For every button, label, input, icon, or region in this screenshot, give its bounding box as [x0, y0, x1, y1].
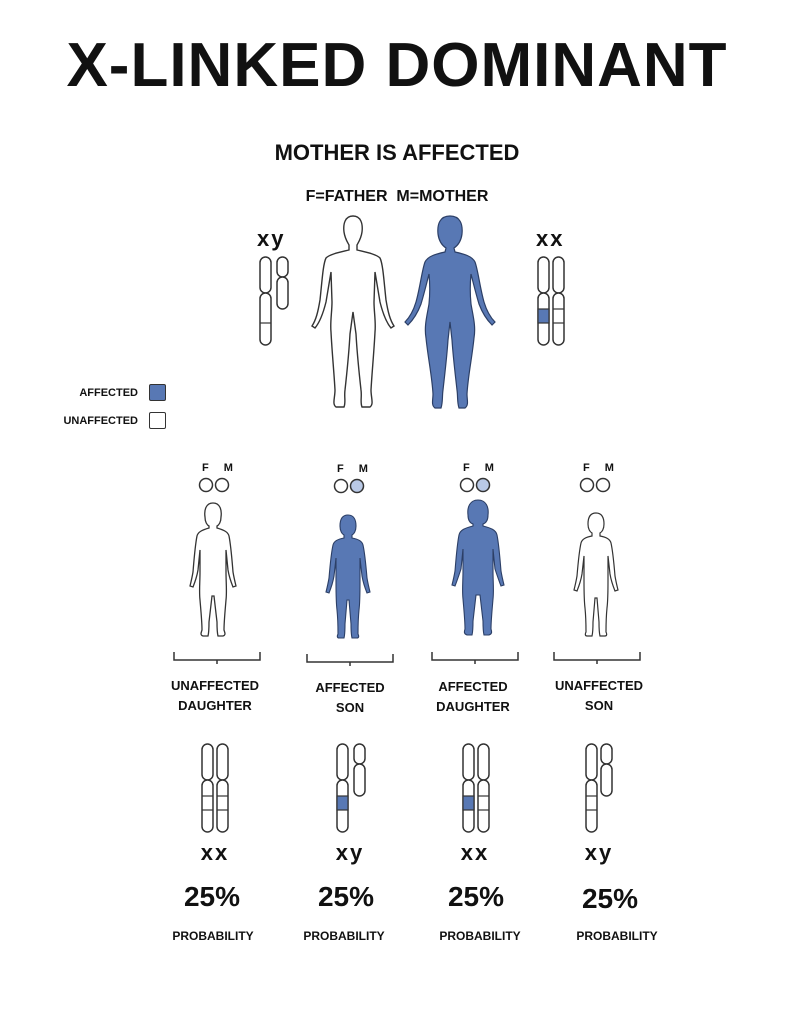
son-figure	[325, 514, 371, 639]
legend-affected-swatch	[149, 384, 166, 401]
child-label-line1: AFFECTED	[315, 680, 385, 695]
parents-label: F=FATHER M=MOTHER	[305, 188, 489, 205]
child-chromosomes	[462, 743, 490, 833]
bracket	[173, 652, 261, 664]
parent-allele-circles	[333, 478, 365, 494]
daughter-figure	[189, 502, 237, 637]
fm-label: F M	[337, 463, 374, 475]
child-chromosome-label: xx	[200, 840, 230, 865]
child-chromosomes	[201, 743, 229, 833]
legend-unaffected-label: UNAFFECTED	[63, 415, 138, 427]
child-chromosome-label: xy	[584, 840, 614, 865]
probability-percent: 25%	[581, 883, 639, 914]
child-chromosomes	[336, 743, 366, 833]
page-title: X-LINKED DOMINANT	[66, 31, 728, 100]
fm-label: F M	[463, 462, 500, 474]
child-label-line2: DAUGHTER	[436, 699, 510, 714]
father-figure	[311, 215, 395, 408]
parent-allele-circles	[579, 477, 611, 493]
son-figure	[573, 512, 619, 637]
child-chromosome-label: xx	[460, 840, 490, 865]
fm-label: F M	[202, 462, 239, 474]
parent-allele-circles	[198, 477, 230, 493]
mother-figure	[404, 215, 496, 409]
parent-allele-circles	[459, 477, 491, 493]
bracket	[431, 652, 519, 664]
bracket	[553, 652, 641, 664]
child-chromosomes	[585, 743, 613, 833]
child-label: UNAFFECTED SON	[539, 676, 659, 716]
probability-label: PROBABILITY	[303, 929, 385, 943]
mother-chromosome-label: xx	[536, 226, 565, 251]
child-label-line2: SON	[335, 700, 365, 715]
probability-percent: 25%	[447, 881, 505, 912]
daughter-figure	[451, 499, 505, 636]
child-label-line1: AFFECTED	[438, 679, 508, 694]
child-label-line2: SON	[584, 698, 614, 713]
probability-label: PROBABILITY	[172, 929, 254, 943]
legend-unaffected-swatch	[149, 412, 166, 429]
child-label-line1: UNAFFECTED	[554, 678, 644, 693]
father-chromosomes	[259, 256, 289, 346]
child-chromosome-label: xy	[335, 840, 365, 865]
bracket	[306, 654, 394, 666]
probability-percent: 25%	[183, 881, 241, 912]
probability-label: PROBABILITY	[576, 929, 658, 943]
child-label: AFFECTED DAUGHTER	[413, 677, 533, 717]
probability-label: PROBABILITY	[439, 929, 521, 943]
subtitle: MOTHER IS AFFECTED	[274, 140, 520, 165]
child-label: AFFECTED SON	[290, 678, 410, 718]
fm-label: F M	[583, 462, 620, 474]
legend-affected-label: AFFECTED	[79, 387, 138, 399]
child-label: UNAFFECTED DAUGHTER	[155, 676, 275, 716]
child-label-line1: UNAFFECTED	[170, 678, 260, 693]
probability-percent: 25%	[317, 881, 375, 912]
mother-chromosomes	[537, 256, 565, 346]
father-chromosome-label: xy	[257, 226, 286, 251]
child-label-line2: DAUGHTER	[178, 698, 252, 713]
